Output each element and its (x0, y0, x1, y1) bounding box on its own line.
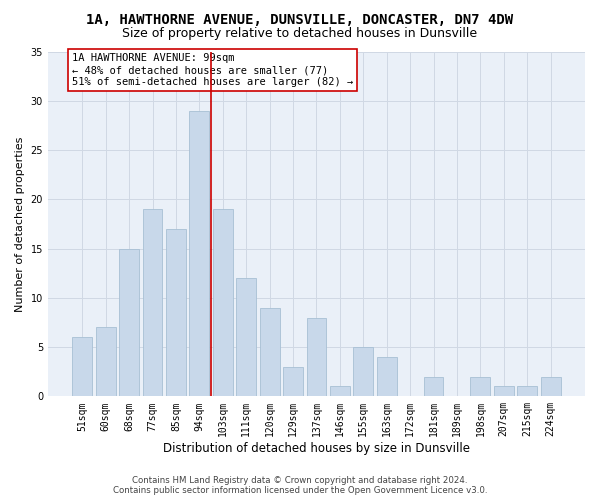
Bar (283, 367, 303, 396)
Bar (143, 209, 163, 396)
Bar (260, 308, 280, 396)
Bar (377, 357, 397, 397)
Bar (307, 318, 326, 396)
Bar (330, 386, 350, 396)
Bar (517, 386, 537, 396)
Bar (353, 347, 373, 397)
Bar (96, 328, 116, 396)
Bar (470, 376, 490, 396)
Text: 1A HAWTHORNE AVENUE: 99sqm
← 48% of detached houses are smaller (77)
51% of semi: 1A HAWTHORNE AVENUE: 99sqm ← 48% of deta… (72, 54, 353, 86)
Bar (213, 209, 233, 396)
Bar (119, 248, 139, 396)
Bar (494, 386, 514, 396)
Text: 1A, HAWTHORNE AVENUE, DUNSVILLE, DONCASTER, DN7 4DW: 1A, HAWTHORNE AVENUE, DUNSVILLE, DONCAST… (86, 12, 514, 26)
Bar (236, 278, 256, 396)
Bar (424, 376, 443, 396)
Bar (541, 376, 560, 396)
Text: Size of property relative to detached houses in Dunsville: Size of property relative to detached ho… (122, 28, 478, 40)
Bar (190, 110, 209, 397)
Bar (166, 229, 186, 396)
Y-axis label: Number of detached properties: Number of detached properties (15, 136, 25, 312)
X-axis label: Distribution of detached houses by size in Dunsville: Distribution of detached houses by size … (163, 442, 470, 455)
Bar (73, 337, 92, 396)
Text: Contains HM Land Registry data © Crown copyright and database right 2024.
Contai: Contains HM Land Registry data © Crown c… (113, 476, 487, 495)
